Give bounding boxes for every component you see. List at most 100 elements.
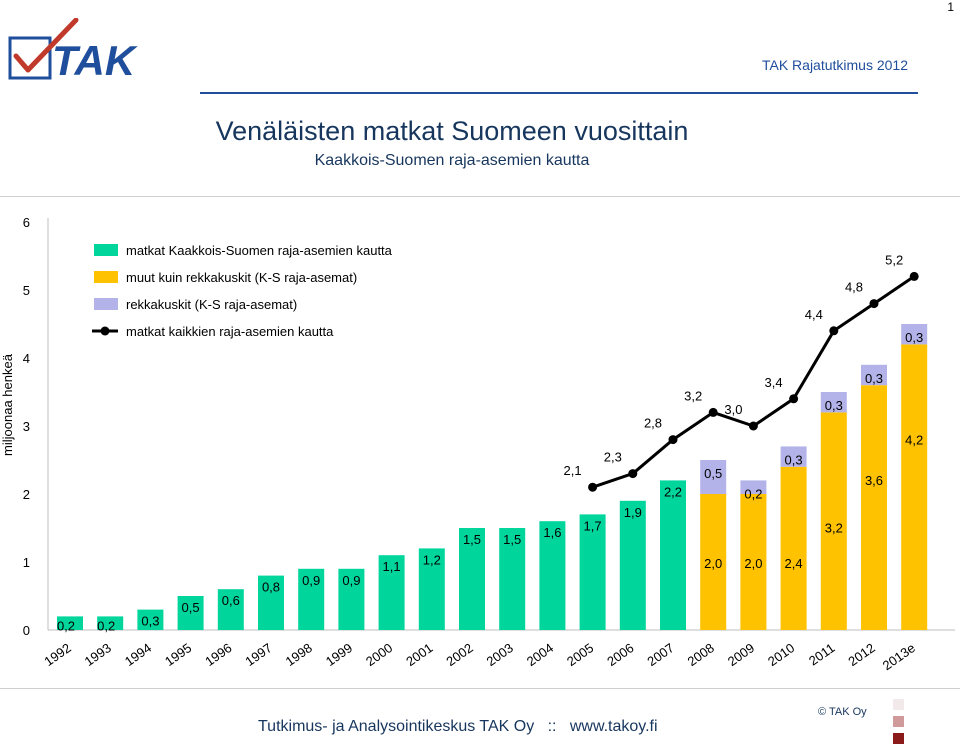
value-label-muut-kuin-rekkakuskit: 3,2: [825, 520, 843, 535]
bar-muut-kuin-rekkakuskit: [861, 385, 887, 630]
value-label-muut-kuin-rekkakuskit: 2,4: [785, 556, 803, 571]
value-label-rekkakuskit: 0,3: [785, 452, 803, 467]
y-tick-label: 6: [23, 215, 30, 230]
bar-kaakkois-suomi: [579, 514, 606, 630]
x-tick-label: 2005: [564, 640, 596, 669]
deco-square-medium: [893, 716, 904, 727]
legend-box: [78, 222, 412, 346]
value-label-total: 2,1: [564, 463, 582, 478]
bottom-divider: [0, 688, 960, 689]
value-label-rekkakuskit: 0,3: [905, 330, 923, 345]
bar-muut-kuin-rekkakuskit: [901, 344, 928, 630]
bar-kaakkois-suomi: [418, 548, 445, 630]
value-label-muut-kuin-rekkakuskit: 3,6: [865, 473, 883, 488]
line-total-point: [628, 469, 638, 479]
value-label-kaakkois-suomi: 0,6: [222, 593, 240, 608]
footer-separator: ::: [547, 718, 557, 735]
bar-kaakkois-suomi: [619, 500, 646, 630]
bar-kaakkois-suomi: [660, 480, 686, 630]
line-total-point: [748, 421, 758, 431]
x-tick-label: 2010: [765, 640, 797, 669]
x-tick-label: 2000: [363, 640, 395, 669]
x-tick-label: 2008: [685, 640, 717, 669]
x-tick-label: 1993: [82, 640, 114, 669]
bar-rekkakuskit: [740, 480, 767, 494]
bar-kaakkois-suomi: [97, 616, 124, 630]
value-label-kaakkois-suomi: 1,9: [624, 505, 642, 520]
x-tick-label: 2003: [484, 640, 516, 669]
value-label-rekkakuskit: 0,2: [744, 486, 762, 501]
y-tick-label: 5: [23, 283, 30, 298]
copyright: © TAK Oy: [818, 706, 867, 718]
bar-kaakkois-suomi: [378, 555, 405, 630]
y-tick-label: 0: [23, 623, 30, 638]
value-label-muut-kuin-rekkakuskit: 2,0: [744, 556, 762, 571]
bar-kaakkois-suomi: [539, 521, 566, 630]
bar-kaakkois-suomi: [499, 528, 526, 630]
value-label-total: 4,8: [845, 280, 863, 295]
footer-org: Tutkimus- ja Analysointikeskus TAK Oy: [258, 718, 535, 735]
value-label-rekkakuskit: 0,3: [865, 371, 883, 386]
value-label-total: 2,3: [604, 450, 622, 465]
value-label-rekkakuskit: 0,5: [704, 466, 722, 481]
bar-muut-kuin-rekkakuskit: [700, 494, 727, 630]
y-tick-label: 4: [23, 351, 30, 366]
x-tick-label: 1999: [323, 640, 355, 669]
value-label-kaakkois-suomi: 1,5: [503, 532, 521, 547]
line-total-point: [588, 482, 598, 492]
value-label-total: 5,2: [885, 252, 903, 267]
y-tick-label: 3: [23, 419, 30, 434]
value-label-kaakkois-suomi: 1,6: [543, 525, 561, 540]
chart-subtitle: Kaakkois-Suomen raja-asemien kautta: [314, 152, 590, 169]
x-tick-label: 1998: [283, 640, 315, 669]
value-label-rekkakuskit: 0,3: [825, 398, 843, 413]
bar-muut-kuin-rekkakuskit: [780, 466, 807, 630]
bar-kaakkois-suomi: [338, 568, 365, 630]
legend-label: rekkakuskit (K-S raja-asemat): [126, 297, 297, 312]
footer-url[interactable]: www.takoy.fi: [569, 718, 658, 735]
x-tick-label: 1995: [162, 640, 194, 669]
line-total-point: [829, 326, 839, 336]
value-label-total: 2,8: [644, 416, 662, 431]
bar-rekkakuskit: [820, 392, 847, 413]
value-label-kaakkois-suomi: 0,9: [342, 573, 360, 588]
x-tick-label: 2002: [443, 640, 475, 669]
chart: 0 1 2 3 4 5 6 miljoonaa henkeä 2,1 2,3 2,8 3,2 3,0…: [0, 215, 955, 673]
value-label-total: 4,4: [805, 307, 823, 322]
value-label-muut-kuin-rekkakuskit: 2,0: [704, 556, 722, 571]
legend-label: matkat Kaakkois-Suomen raja-asemien kaut…: [126, 243, 393, 258]
x-tick-label: 1994: [122, 640, 154, 669]
bar-kaakkois-suomi: [217, 589, 244, 630]
bar-rekkakuskit: [861, 364, 887, 386]
value-label-kaakkois-suomi: 1,1: [383, 559, 401, 574]
x-tick-label: 2012: [845, 640, 877, 669]
y-axis-label: miljoonaa henkeä: [0, 353, 15, 456]
legend-label: matkat kaikkien raja-asemien kautta: [126, 324, 334, 339]
x-axis: 1992 1993 1994 1995 1996 1997 1998 1999 2000 2001…: [41, 640, 917, 673]
value-label-kaakkois-suomi: 0,9: [302, 573, 320, 588]
bar-kaakkois-suomi: [298, 568, 325, 630]
x-tick-label: 2006: [604, 640, 636, 669]
value-label-total: 3,0: [724, 402, 742, 417]
line-total-point: [789, 394, 799, 404]
bar-muut-kuin-rekkakuskit: [740, 494, 767, 630]
line-total-point: [909, 271, 919, 281]
value-label-kaakkois-suomi: 2,2: [664, 484, 682, 499]
value-labels: 0,2 0,2 0,3 0,5 0,6 0,8 0,9 0,9 1,1 1,2 1,5 1,5 1,6 1…: [57, 330, 923, 633]
value-label-total: 3,4: [765, 375, 783, 390]
x-tick-label: 2009: [725, 640, 757, 669]
logo-text: TAK: [52, 37, 138, 82]
value-label-total: 3,2: [684, 388, 702, 403]
bar-rekkakuskit: [780, 446, 807, 467]
y-tick-label: 2: [23, 487, 30, 502]
top-divider: [0, 196, 960, 197]
value-label-kaakkois-suomi: 1,2: [423, 552, 441, 567]
bar-kaakkois-suomi: [258, 575, 284, 630]
chart-title: Venäläisten matkat Suomeen vuosittain: [215, 116, 689, 146]
value-label-kaakkois-suomi: 0,2: [57, 618, 75, 633]
legend-swatch-marker: [100, 326, 110, 336]
brand-text: TAK Rajatutkimus 2012: [761, 57, 908, 73]
bars: [57, 324, 928, 630]
x-tick-label: 1992: [41, 640, 73, 669]
value-label-kaakkois-suomi: 1,7: [584, 518, 602, 533]
